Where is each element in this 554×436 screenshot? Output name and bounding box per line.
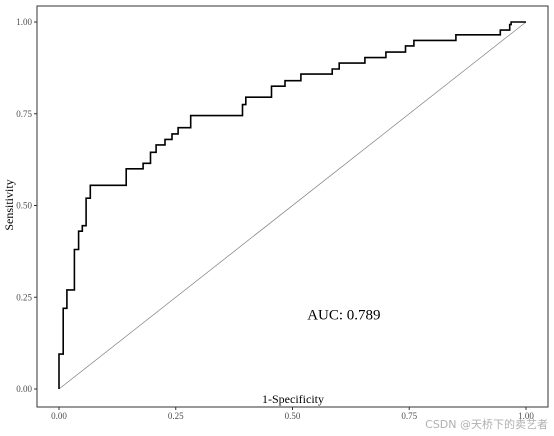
x-tick-label: 1.00	[518, 411, 534, 421]
y-axis-title: Sensitivity	[2, 179, 16, 230]
plot-panel-border	[36, 5, 549, 408]
x-tick-label: 0.25	[168, 411, 184, 421]
auc-annotation: AUC: 0.789	[307, 307, 380, 323]
annotation-layer: AUC: 0.789	[307, 307, 380, 323]
x-axis-title: 1-Specificity	[262, 392, 324, 406]
x-tick-label: 0.00	[51, 411, 67, 421]
x-axis-ticks: 0.00 0.25 0.50 0.75 1.00	[51, 407, 534, 421]
x-tick-label: 0.50	[285, 411, 301, 421]
x-tick-label: 0.75	[401, 411, 417, 421]
y-axis-ticks: 0.00 0.25 0.50 0.75 1.00	[16, 17, 37, 394]
watermark-text: CSDN @天桥下的卖艺者	[425, 417, 548, 431]
roc-curve	[58, 21, 526, 389]
y-tick-label: 0.75	[16, 109, 32, 119]
y-tick-label: 0.50	[16, 201, 32, 211]
y-tick-label: 0.00	[16, 384, 32, 394]
y-tick-label: 0.25	[16, 292, 32, 302]
y-tick-label: 1.00	[16, 17, 32, 27]
series-layer	[58, 21, 527, 390]
reference-diagonal-line	[58, 21, 527, 390]
